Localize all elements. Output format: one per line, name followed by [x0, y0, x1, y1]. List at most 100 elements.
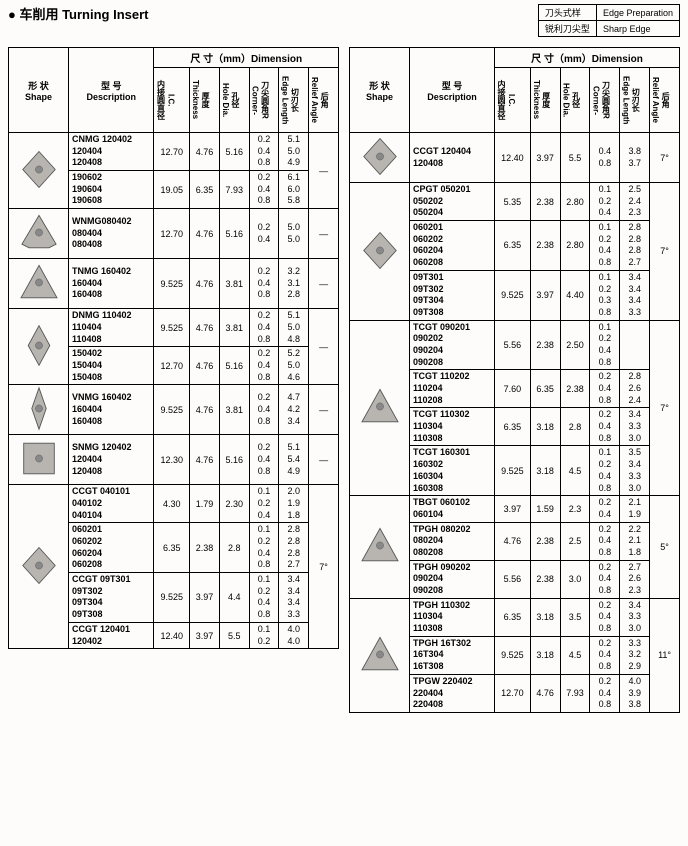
edge-len: 4.74.23.4 — [279, 385, 309, 435]
col-desc: 型 号Description — [410, 48, 495, 133]
thickness: 3.18 — [530, 408, 560, 446]
thickness: 1.79 — [190, 485, 220, 523]
dim-col-3: 刀尖圆角RCorner- — [590, 68, 620, 133]
edge-len: 4.04.0 — [279, 622, 309, 648]
corner-r: 0.10.20.40.8 — [590, 320, 620, 370]
edge-len: 2.72.62.3 — [620, 560, 650, 598]
thickness: 3.18 — [530, 446, 560, 496]
shape-tri-w — [9, 209, 69, 259]
corner-r: 0.20.40.8 — [590, 522, 620, 560]
hole-dia: 5.16 — [219, 347, 249, 385]
ic: 12.30 — [154, 435, 190, 485]
relief-angle: — — [309, 259, 339, 309]
dim-col-1: 厚度Thickness — [190, 68, 220, 133]
relief-angle: — — [309, 133, 339, 209]
relief-angle: 5° — [650, 496, 680, 599]
dim-col-4: 切刃长Edge Length — [279, 68, 309, 133]
shape-diamond80 — [350, 133, 410, 183]
edge-len: 3.23.12.8 — [279, 259, 309, 309]
ic: 12.70 — [495, 674, 531, 712]
edge-len: 5.15.44.9 — [279, 435, 309, 485]
thickness: 4.76 — [190, 347, 220, 385]
dim-col-0: I.C.内接圆直径 — [495, 68, 531, 133]
corner-r: 0.10.20.40.8 — [249, 523, 279, 573]
relief-angle: — — [309, 385, 339, 435]
col-shape: 形 状Shape — [9, 48, 69, 133]
thickness: 4.76 — [190, 259, 220, 309]
thickness: 4.76 — [530, 674, 560, 712]
desc: TPGH 090202090204090208 — [410, 560, 495, 598]
hole-dia: 2.30 — [219, 485, 249, 523]
desc: VNMG 160402160404160408 — [69, 385, 154, 435]
thickness: 2.38 — [530, 183, 560, 221]
edge-len — [620, 320, 650, 370]
dim-col-4: 切刃长Edge Length — [620, 68, 650, 133]
edge-len: 3.33.22.9 — [620, 636, 650, 674]
corner-r: 0.10.20.40.8 — [249, 573, 279, 623]
corner-r: 0.20.40.8 — [590, 674, 620, 712]
thickness: 3.97 — [190, 573, 220, 623]
desc: CCGT 120401120402 — [69, 622, 154, 648]
relief-angle: — — [309, 209, 339, 259]
ic: 9.525 — [154, 309, 190, 347]
ic: 12.40 — [495, 133, 531, 183]
shape-triangle — [350, 320, 410, 496]
desc: TCGT 090201090202090204090208 — [410, 320, 495, 370]
thickness: 2.38 — [530, 522, 560, 560]
hole-dia: 3.81 — [219, 385, 249, 435]
desc: TPGW 220402220404220408 — [410, 674, 495, 712]
desc: 09T30109T30209T30409T308 — [410, 270, 495, 320]
ic: 9.525 — [154, 573, 190, 623]
relief-angle: 7° — [650, 133, 680, 183]
relief-angle: — — [309, 309, 339, 385]
shape-diamond80 — [9, 133, 69, 209]
thickness: 2.38 — [190, 523, 220, 573]
ic: 6.35 — [495, 408, 531, 446]
desc: 060201060202060204060208 — [69, 523, 154, 573]
hole-dia: 7.93 — [560, 674, 590, 712]
thickness: 3.97 — [530, 133, 560, 183]
edge-len: 3.43.33.0 — [620, 598, 650, 636]
desc: TCGT 110202110204110208 — [410, 370, 495, 408]
ic: 5.56 — [495, 560, 531, 598]
thickness: 4.76 — [190, 435, 220, 485]
ic: 4.76 — [495, 522, 531, 560]
edge-len: 3.53.43.33.0 — [620, 446, 650, 496]
thickness: 3.18 — [530, 598, 560, 636]
shape-diamond55 — [9, 309, 69, 385]
corner-r: 0.20.4 — [249, 209, 279, 259]
ic: 6.35 — [154, 523, 190, 573]
hole-dia: 2.50 — [560, 320, 590, 370]
shape-diamond80 — [9, 485, 69, 649]
ic: 12.70 — [154, 209, 190, 259]
shape-diamond80 — [350, 183, 410, 321]
desc: SNMG 120402120404120408 — [69, 435, 154, 485]
ic: 3.97 — [495, 496, 531, 522]
hole-dia: 2.80 — [560, 221, 590, 271]
ic: 7.60 — [495, 370, 531, 408]
desc: 060201060202060204060208 — [410, 221, 495, 271]
ic: 9.525 — [495, 446, 531, 496]
hole-dia: 4.5 — [560, 636, 590, 674]
thickness: 3.97 — [190, 622, 220, 648]
ic: 19.05 — [154, 171, 190, 209]
desc: TCGT 110302110304110308 — [410, 408, 495, 446]
dim-col-2: 孔径Hole Dia. — [560, 68, 590, 133]
hole-dia: 3.5 — [560, 598, 590, 636]
corner-r: 0.20.40.8 — [249, 435, 279, 485]
ic: 9.525 — [154, 385, 190, 435]
thickness: 4.76 — [190, 133, 220, 171]
shape-square — [9, 435, 69, 485]
edge-len: 3.43.43.43.3 — [620, 270, 650, 320]
dim-col-1: 厚度Thickness — [530, 68, 560, 133]
thickness: 4.76 — [190, 309, 220, 347]
hole-dia: 5.16 — [219, 209, 249, 259]
desc: 150402150404150408 — [69, 347, 154, 385]
desc: TPGH 110302110304110308 — [410, 598, 495, 636]
hole-dia: 3.81 — [219, 309, 249, 347]
corner-r: 0.20.40.8 — [590, 370, 620, 408]
relief-angle: 7° — [650, 183, 680, 321]
desc: TCGT 160301160302160304160308 — [410, 446, 495, 496]
shape-diamond35 — [9, 385, 69, 435]
corner-r: 0.10.20.4 — [249, 485, 279, 523]
